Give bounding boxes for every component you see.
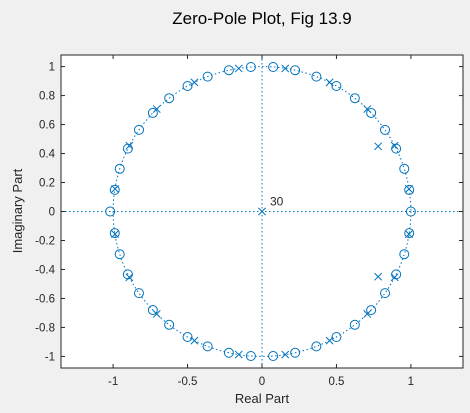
ticks-layer: -1 -0.5 0 0.5 1 -1 -0.8 -0.6 -0.4 -0.2 0 0.2 0.4 0.6 0… xyxy=(35,55,463,388)
y-tick-label: 0.6 xyxy=(39,120,55,132)
chart-title: Zero-Pole Plot, Fig 13.9 xyxy=(172,9,352,28)
zero-marker xyxy=(223,65,234,76)
pole-marker xyxy=(190,336,199,345)
zero-marker xyxy=(245,351,256,362)
zero-marker xyxy=(404,184,415,195)
pole-marker xyxy=(374,272,383,281)
zero-marker xyxy=(331,331,342,342)
zero-marker xyxy=(105,206,116,217)
zero-marker xyxy=(164,319,175,330)
pole-marker xyxy=(404,230,413,239)
y-tick-label: -0.4 xyxy=(35,264,55,276)
zero-marker xyxy=(202,71,213,82)
pole-marker xyxy=(152,105,161,114)
y-tick-label: 0 xyxy=(49,207,55,219)
zero-marker xyxy=(114,163,125,174)
zero-marker xyxy=(349,93,360,104)
zero-marker xyxy=(404,228,415,239)
x-tick-label: 0 xyxy=(259,376,265,388)
zero-marker xyxy=(164,93,175,104)
pole-marker xyxy=(390,273,399,282)
zero-marker xyxy=(182,81,193,92)
markers-layer: 30 xyxy=(105,61,416,362)
y-tick-label: -0.8 xyxy=(35,322,55,334)
zero-marker xyxy=(399,249,410,260)
pole-marker xyxy=(258,207,266,216)
pole-marker xyxy=(111,184,120,193)
zero-marker xyxy=(133,124,144,135)
pole-marker xyxy=(404,184,413,193)
pole-marker xyxy=(234,350,243,359)
pole-marker xyxy=(234,64,243,73)
zero-marker xyxy=(290,347,301,358)
y-tick-label: 0.2 xyxy=(39,178,55,190)
zero-marker xyxy=(147,107,158,118)
pole-marker xyxy=(325,78,334,87)
pole-marker xyxy=(390,141,399,150)
y-tick-label: -1 xyxy=(45,351,55,363)
pole-marker xyxy=(363,105,372,114)
zero-marker xyxy=(182,331,193,342)
pole-marker xyxy=(374,142,383,151)
zero-marker xyxy=(114,249,125,260)
x-tick-label: -1 xyxy=(108,376,118,388)
zero-marker xyxy=(311,341,322,352)
pole-marker xyxy=(152,309,161,318)
pole-marker xyxy=(281,64,290,73)
pole-marker xyxy=(281,350,290,359)
zero-marker xyxy=(366,107,377,118)
x-tick-label: 1 xyxy=(408,376,414,388)
zero-marker xyxy=(311,71,322,82)
zero-marker xyxy=(147,305,158,316)
pole-marker xyxy=(125,273,134,282)
zero-marker xyxy=(109,228,120,239)
y-tick-label: -0.6 xyxy=(35,293,55,305)
y-axis-label: Imaginary Part xyxy=(10,168,25,253)
pole-multiplicity-label: 30 xyxy=(270,195,284,209)
pole-marker xyxy=(125,141,134,150)
zero-marker xyxy=(331,81,342,92)
pole-marker xyxy=(363,309,372,318)
zero-marker xyxy=(366,305,377,316)
zero-marker xyxy=(349,319,360,330)
zero-marker xyxy=(399,163,410,174)
zero-marker xyxy=(405,206,416,217)
y-tick-label: 0.8 xyxy=(39,91,55,103)
x-tick-label: -0.5 xyxy=(178,376,198,388)
zero-marker xyxy=(202,341,213,352)
pole-marker xyxy=(111,230,120,239)
y-tick-label: 1 xyxy=(49,62,55,74)
pole-marker xyxy=(190,78,199,87)
pole-marker xyxy=(325,336,334,345)
zero-marker xyxy=(223,347,234,358)
zero-marker xyxy=(290,65,301,76)
unit-circle xyxy=(112,66,412,357)
zero-marker xyxy=(268,61,279,72)
x-tick-label: 0.5 xyxy=(328,376,344,388)
x-axis-label: Real Part xyxy=(235,391,290,406)
zero-marker xyxy=(268,351,279,362)
zero-marker xyxy=(109,184,120,195)
y-tick-label: 0.4 xyxy=(39,149,56,161)
zero-marker xyxy=(380,124,391,135)
y-tick-label: -0.2 xyxy=(35,235,55,247)
zero-marker xyxy=(380,288,391,299)
zero-marker xyxy=(133,288,144,299)
zero-marker xyxy=(245,61,256,72)
